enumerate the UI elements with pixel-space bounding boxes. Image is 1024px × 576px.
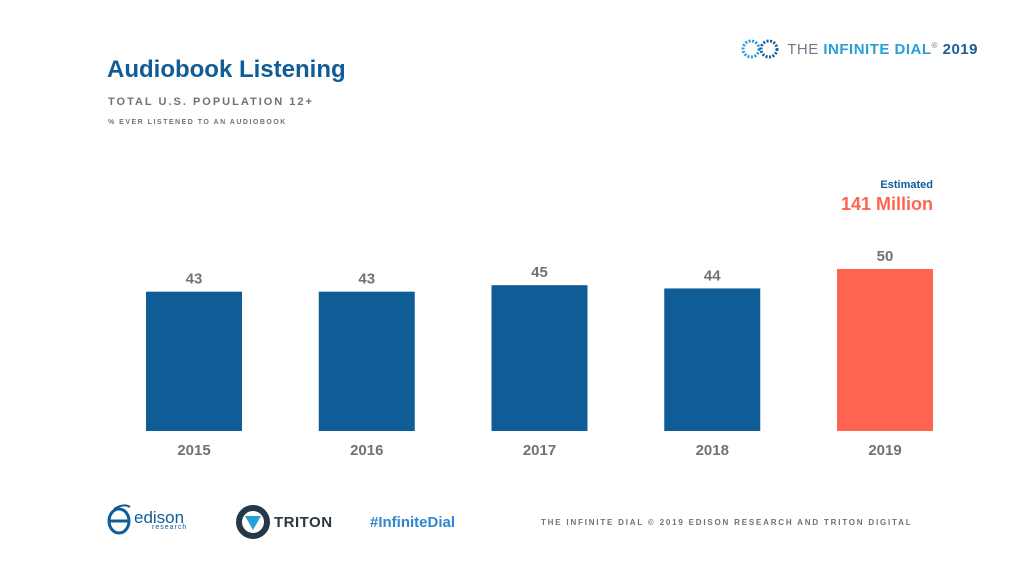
data-label-2017: 45 <box>531 264 548 281</box>
bar-2019 <box>837 269 933 431</box>
triton-icon <box>236 505 270 539</box>
edison-logo: edison research <box>106 503 187 537</box>
data-label-2018: 44 <box>704 267 721 284</box>
category-label-2016: 2016 <box>350 442 383 459</box>
category-label-2019: 2019 <box>868 442 901 459</box>
category-label-2015: 2015 <box>177 442 210 459</box>
category-label-2018: 2018 <box>696 442 729 459</box>
bar-2016 <box>318 291 415 431</box>
data-label-2019: 50 <box>877 248 894 265</box>
edison-word: edison <box>134 508 185 527</box>
annotation-label: Estimated <box>880 179 933 191</box>
brand-text: THE INFINITE DIAL® 2019 <box>787 41 978 58</box>
bar-2015 <box>146 291 242 431</box>
edison-e-icon <box>107 504 131 535</box>
category-label-2017: 2017 <box>523 442 556 459</box>
chart-caption: % EVER LISTENED TO AN AUDIOBOOK <box>108 119 287 126</box>
data-label-2016: 43 <box>358 271 375 288</box>
triton-word: TRITON <box>274 513 333 531</box>
brand-infinite-dial: INFINITE DIAL <box>823 40 932 58</box>
page-title: Audiobook Listening <box>107 56 346 83</box>
bar-2018 <box>664 288 761 431</box>
annotation-value: 141 Million <box>841 194 933 214</box>
infinite-dial-logo: THE INFINITE DIAL® 2019 <box>741 38 978 60</box>
bar-2017 <box>491 285 588 431</box>
brand-mark: ® <box>931 40 938 50</box>
page-subtitle: TOTAL U.S. POPULATION 12+ <box>108 96 314 108</box>
infinity-icon <box>741 39 779 59</box>
brand-year: 2019 <box>942 40 978 58</box>
edison-sub: research <box>152 524 188 531</box>
copyright-notice: THE INFINITE DIAL © 2019 EDISON RESEARCH… <box>541 518 913 527</box>
data-label-2015: 43 <box>186 271 203 288</box>
hashtag: #InfiniteDial <box>370 514 456 531</box>
triton-logo: TRITON <box>236 505 333 539</box>
brand-the: THE <box>787 40 819 58</box>
